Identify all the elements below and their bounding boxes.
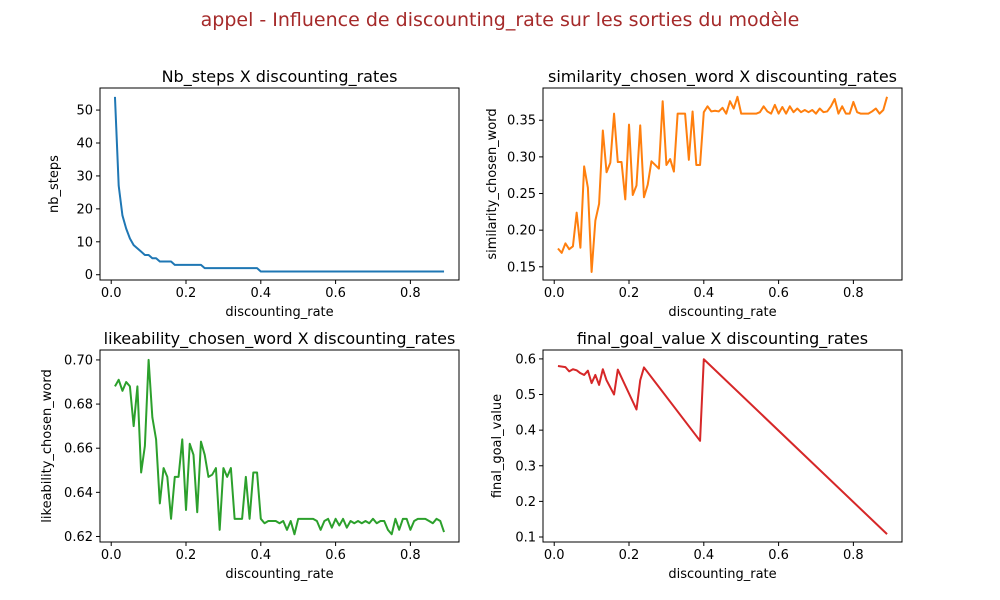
x-tick-label: 0.8 (400, 286, 421, 301)
x-tick-label: 0.6 (325, 286, 346, 301)
y-tick-label: 30 (76, 169, 93, 184)
x-tick-label: 0.6 (768, 286, 789, 301)
subplot-title: similarity_chosen_word X discounting_rat… (548, 67, 897, 87)
subplot-title: Nb_steps X discounting_rates (162, 67, 398, 87)
y-tick-label: 0 (85, 268, 93, 283)
y-tick-label: 0.64 (64, 486, 93, 501)
x-tick-label: 0.2 (176, 286, 197, 301)
x-axis-label: discounting_rate (668, 567, 776, 582)
y-tick-label: 0.25 (507, 187, 536, 202)
x-tick-label: 0.2 (619, 548, 640, 563)
y-axis-label: similarity_chosen_word (485, 108, 500, 259)
y-tick-label: 0.35 (507, 114, 536, 129)
x-tick-label: 0.4 (693, 286, 714, 301)
axes-frame (99, 349, 460, 543)
subplot-2: similarity_chosen_word X discounting_rat… (485, 67, 903, 320)
x-tick-label: 0.2 (176, 548, 197, 563)
x-tick-label: 0.8 (843, 286, 864, 301)
x-tick-label: 0.4 (250, 286, 271, 301)
axes-frame (99, 87, 460, 281)
y-tick-label: 0.66 (64, 442, 93, 457)
y-tick-label: 0.2 (515, 495, 536, 510)
x-tick-label: 0.6 (325, 548, 346, 563)
y-tick-label: 0.5 (515, 388, 536, 403)
y-tick-label: 0.68 (64, 398, 93, 413)
series-line (114, 358, 445, 536)
y-tick-label: 0.4 (515, 424, 536, 439)
y-tick-label: 0.62 (64, 530, 93, 545)
axes-frame (542, 349, 903, 543)
x-axis-label: discounting_rate (225, 305, 333, 320)
figure-title: appel - Influence de discounting_rate su… (200, 9, 800, 31)
subplot-4: final_goal_value X discounting_rates 0.0 0… (490, 329, 903, 582)
y-tick-label: 0.3 (515, 459, 536, 474)
y-tick-label: 0.70 (64, 353, 93, 368)
axes-frame (542, 87, 903, 281)
y-tick-label: 0.20 (507, 224, 536, 239)
y-axis-label: final_goal_value (490, 394, 505, 498)
x-axis-label: discounting_rate (668, 305, 776, 320)
subplot-3: likeability_chosen_word X discounting_ra… (40, 329, 460, 582)
series-line (557, 95, 889, 273)
x-tick-label: 0.4 (250, 548, 271, 563)
subplot-title: final_goal_value X discounting_rates (577, 329, 868, 349)
x-tick-label: 0.0 (544, 286, 565, 301)
y-tick-label: 0.1 (515, 531, 536, 546)
y-tick-label: 20 (76, 202, 93, 217)
subplot-1: Nb_steps X discounting_rates 0.0 0.2 0.4 0.6… (47, 67, 460, 320)
series-line (113, 96, 445, 273)
y-tick-label: 0.15 (507, 260, 536, 275)
x-axis-label: discounting_rate (225, 567, 333, 582)
y-axis-label: likeability_chosen_word (40, 369, 55, 522)
y-tick-label: 50 (76, 104, 93, 119)
x-tick-label: 0.6 (768, 548, 789, 563)
y-tick-label: 40 (76, 136, 93, 151)
y-tick-label: 10 (76, 235, 93, 250)
x-tick-label: 0.0 (544, 548, 565, 563)
x-tick-label: 0.4 (693, 548, 714, 563)
y-tick-label: 0.30 (507, 150, 536, 165)
subplot-title: likeability_chosen_word X discounting_ra… (104, 329, 456, 349)
y-axis-label: nb_steps (47, 155, 62, 213)
y-tick-label: 0.6 (515, 352, 536, 367)
x-tick-label: 0.0 (101, 286, 122, 301)
x-tick-label: 0.8 (843, 548, 864, 563)
x-tick-label: 0.2 (619, 286, 640, 301)
series-line (557, 358, 888, 535)
x-tick-label: 0.8 (400, 548, 421, 563)
x-tick-label: 0.0 (101, 548, 122, 563)
